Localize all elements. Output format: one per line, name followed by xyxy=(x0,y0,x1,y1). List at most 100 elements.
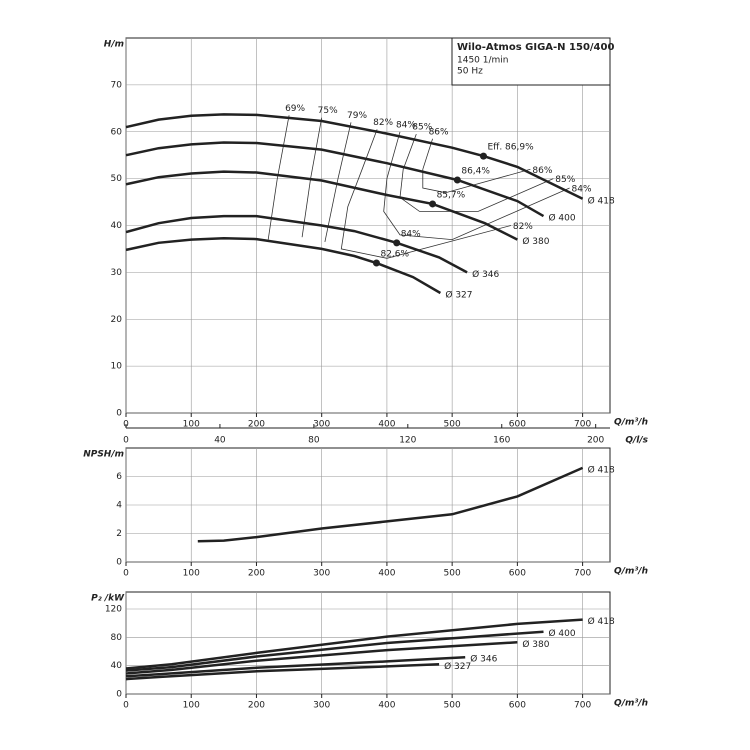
curve xyxy=(125,141,545,218)
bep-point xyxy=(372,259,380,267)
x-tick-label: 600 xyxy=(509,420,526,430)
x-tick-label: 200 xyxy=(248,569,265,579)
curve-label: Ø 400 xyxy=(548,628,575,639)
x-tick-label: 500 xyxy=(444,701,461,711)
x-tick-label: 300 xyxy=(313,569,330,579)
y-tick-label: 0 xyxy=(116,690,122,700)
curve xyxy=(125,170,518,241)
curve xyxy=(125,618,583,670)
x-axis-label: Q/l/s xyxy=(625,436,648,446)
bep-label: 86,4% xyxy=(461,167,490,177)
y-tick-label: 120 xyxy=(105,605,122,615)
curve-label: Ø 346 xyxy=(470,654,497,665)
x-tick-label: 100 xyxy=(183,569,200,579)
x-tick-label: 500 xyxy=(444,569,461,579)
title-box xyxy=(451,37,611,86)
y-axis-label: P₂ /kW xyxy=(91,594,125,604)
y-tick-label: 50 xyxy=(111,174,123,184)
curve-label: Ø 400 xyxy=(548,213,575,224)
curve xyxy=(197,466,584,543)
efficiency-label: 82% xyxy=(373,118,393,128)
x-tick-label: 500 xyxy=(444,420,461,430)
annotation: 50 Hz xyxy=(457,67,483,77)
x-tick-label: 0 xyxy=(123,701,129,711)
y-tick-label: 70 xyxy=(111,80,123,90)
curve xyxy=(125,655,466,678)
curve xyxy=(125,630,544,672)
x-axis-label: Q/m³/h xyxy=(614,567,648,577)
x-tick-label: 200 xyxy=(587,436,604,446)
curve xyxy=(125,663,440,681)
y-tick-label: 6 xyxy=(116,472,122,482)
curve-label: Ø 327 xyxy=(445,290,472,301)
x-axis-label: Q/m³/h xyxy=(614,418,648,428)
efficiency-label: 69% xyxy=(285,104,305,114)
bep-label: Eff. 86,9% xyxy=(487,143,534,153)
curve-label: Ø 418 xyxy=(588,464,615,475)
x-axis-label: Q/m³/h xyxy=(614,699,648,709)
efficiency-label: 86% xyxy=(429,127,449,137)
y-tick-label: 60 xyxy=(111,127,123,137)
curve xyxy=(125,641,518,675)
annotation: 1450 1/min xyxy=(457,56,509,66)
x-tick-label: 0 xyxy=(123,436,129,446)
bep-label: 82,6% xyxy=(380,250,409,260)
y-tick-label: 2 xyxy=(116,529,122,539)
x-tick-label: 80 xyxy=(308,436,320,446)
x-tick-label: 100 xyxy=(183,420,200,430)
curve-label: Ø 346 xyxy=(472,269,499,280)
y-tick-label: 10 xyxy=(111,362,123,372)
efficiency-line xyxy=(399,133,554,212)
efficiency-line xyxy=(340,129,512,259)
x-tick-label: 700 xyxy=(574,569,591,579)
y-tick-label: 30 xyxy=(111,268,123,278)
y-tick-label: 40 xyxy=(111,221,123,231)
efficiency-line xyxy=(383,131,570,241)
curve-label: Ø 380 xyxy=(522,639,549,650)
x-tick-label: 200 xyxy=(248,420,265,430)
x-tick-label: 40 xyxy=(214,436,226,446)
x-tick-label: 300 xyxy=(313,420,330,430)
y-tick-label: 80 xyxy=(111,633,123,643)
efficiency-label: 84% xyxy=(396,120,416,130)
x-tick-label: 160 xyxy=(493,436,510,446)
y-tick-label: 20 xyxy=(111,315,123,325)
chart-title: Wilo-Atmos GIGA-N 150/400 xyxy=(457,42,614,53)
efficiency-label: 75% xyxy=(318,106,338,116)
bep-label: 84% xyxy=(401,229,421,239)
efficiency-line xyxy=(324,122,352,242)
efficiency-label: 85% xyxy=(555,175,575,185)
bep-label: 85,7% xyxy=(437,190,466,200)
x-tick-label: 100 xyxy=(183,701,200,711)
x-tick-label: 400 xyxy=(378,420,395,430)
x-tick-label: 400 xyxy=(378,701,395,711)
x-tick-label: 0 xyxy=(123,569,129,579)
x-tick-label: 700 xyxy=(574,701,591,711)
bep-point xyxy=(479,152,487,160)
efficiency-label: 84% xyxy=(572,185,592,195)
y-tick-label: 0 xyxy=(116,558,122,568)
y-axis-label: H/m xyxy=(104,40,124,50)
x-tick-label: 600 xyxy=(509,569,526,579)
curve-label: Ø 380 xyxy=(522,236,549,247)
curve xyxy=(125,113,584,200)
x-tick-label: 300 xyxy=(313,701,330,711)
efficiency-label: 82% xyxy=(513,222,533,232)
x-tick-label: 200 xyxy=(248,701,265,711)
bep-point xyxy=(393,239,401,247)
y-tick-label: 0 xyxy=(116,409,122,419)
bep-point xyxy=(453,176,461,184)
y-tick-label: 4 xyxy=(116,501,122,511)
y-tick-label: 40 xyxy=(111,661,123,671)
efficiency-label: 86% xyxy=(532,166,552,176)
x-tick-label: 600 xyxy=(509,701,526,711)
x-tick-label: 700 xyxy=(574,420,591,430)
x-tick-label: 120 xyxy=(399,436,416,446)
curve-label: Ø 327 xyxy=(444,661,471,672)
curve-label: Ø 418 xyxy=(588,616,615,627)
efficiency-label: 85% xyxy=(412,123,432,133)
y-axis-label: NPSH/m xyxy=(83,450,124,460)
curve-label: Ø 418 xyxy=(588,195,615,206)
